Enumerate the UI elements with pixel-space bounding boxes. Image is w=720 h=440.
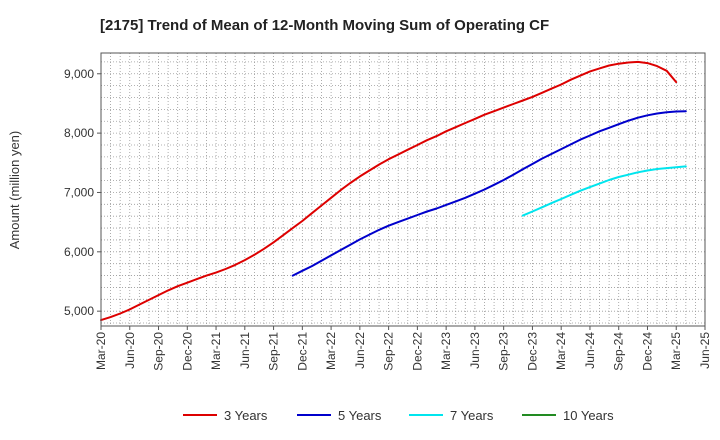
legend-label: 3 Years bbox=[224, 408, 268, 423]
series-lines bbox=[100, 60, 687, 322]
y-tick-label: 8,000 bbox=[64, 126, 94, 140]
x-tick-label: Mar-23 bbox=[439, 332, 453, 370]
x-tick-label: Dec-20 bbox=[180, 332, 194, 371]
series-line-7-years bbox=[521, 165, 687, 217]
y-tick-label: 9,000 bbox=[64, 67, 94, 81]
x-tick-label: Mar-22 bbox=[324, 332, 338, 370]
y-tick-label: 5,000 bbox=[64, 304, 94, 318]
grid bbox=[101, 53, 705, 326]
x-tick-label: Jun-20 bbox=[123, 332, 137, 369]
plot-frame bbox=[100, 52, 706, 327]
x-tick-label: Dec-21 bbox=[295, 332, 309, 371]
x-tick-label: Jun-22 bbox=[353, 332, 367, 369]
y-axis-label: Amount (million yen) bbox=[7, 131, 22, 250]
x-tick-label: Sep-20 bbox=[152, 332, 166, 371]
x-tick-label: Dec-24 bbox=[640, 332, 654, 371]
x-tick-label: Jun-24 bbox=[583, 332, 597, 369]
x-tick-label: Jun-21 bbox=[238, 332, 252, 369]
x-tick-label: Jun-23 bbox=[468, 332, 482, 369]
x-tick-label: Mar-24 bbox=[554, 332, 568, 370]
chart-title: [2175] Trend of Mean of 12-Month Moving … bbox=[100, 17, 549, 34]
legend-label: 5 Years bbox=[338, 408, 382, 423]
x-tick-label: Mar-21 bbox=[209, 332, 223, 370]
x-tick-label: Mar-25 bbox=[669, 332, 683, 370]
x-tick-label: Sep-23 bbox=[497, 332, 511, 371]
x-tick-label: Sep-21 bbox=[267, 332, 281, 371]
legend-label: 10 Years bbox=[563, 408, 614, 423]
y-tick-label: 6,000 bbox=[64, 245, 94, 259]
x-axis-ticks: Mar-20 Jun-20 Sep-20 Dec-20 Mar-21 Jun-21 Sep-… bbox=[94, 326, 712, 371]
y-tick-label: 7,000 bbox=[64, 185, 94, 199]
legend: 3 Years 5 Years 7 Years 10 Years bbox=[183, 408, 614, 423]
x-tick-label: Sep-22 bbox=[382, 332, 396, 371]
x-tick-label: Dec-22 bbox=[410, 332, 424, 371]
x-tick-label: Mar-20 bbox=[94, 332, 108, 370]
series-line-3-years bbox=[100, 60, 678, 322]
x-tick-label: Dec-23 bbox=[525, 332, 539, 371]
legend-label: 7 Years bbox=[450, 408, 494, 423]
x-tick-label: Sep-24 bbox=[612, 332, 626, 371]
y-axis-ticks: 5,000 6,000 7,000 8,000 9,000 bbox=[64, 67, 101, 318]
series-line-5-years bbox=[291, 110, 687, 277]
x-tick-label: Jun-25 bbox=[698, 332, 712, 369]
